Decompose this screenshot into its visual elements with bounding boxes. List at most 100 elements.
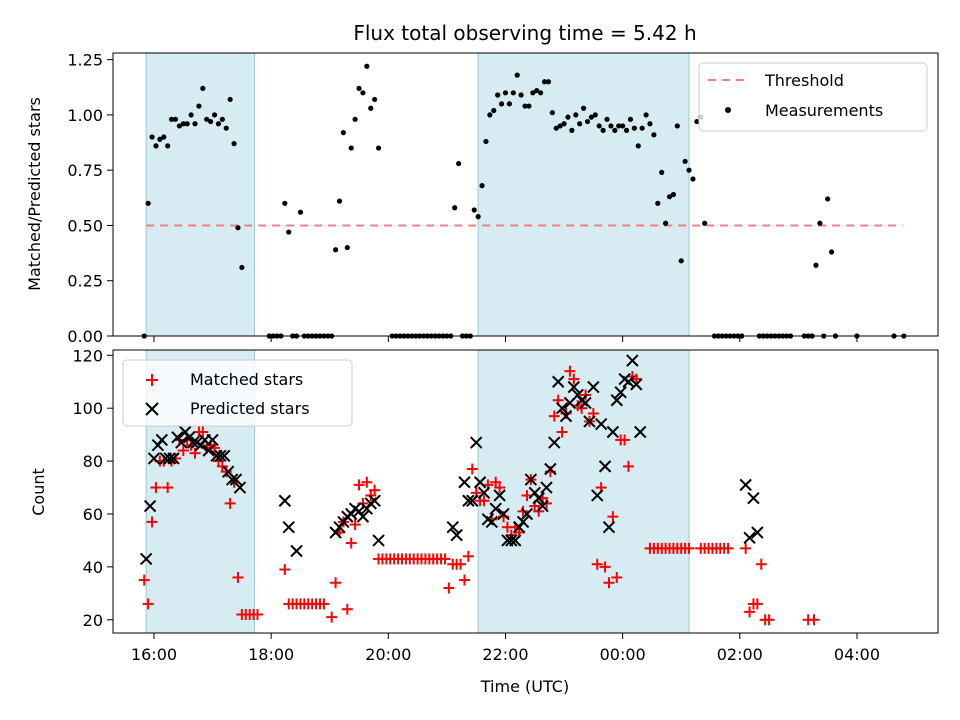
matched-star-point	[740, 542, 752, 554]
predicted-star-point	[524, 473, 538, 486]
measurement-point	[165, 143, 171, 149]
predicted-star-point	[497, 507, 510, 521]
measurement-point	[344, 244, 350, 251]
bottom-y-axis-label: Count	[29, 468, 48, 516]
x-tick-label: 00:00	[600, 645, 646, 664]
measurement-point	[184, 121, 190, 127]
predicted-star-point	[747, 491, 760, 505]
matched-star-point	[722, 542, 734, 554]
matched-star-point	[369, 484, 381, 496]
measurement-point	[643, 112, 649, 118]
matched-star-point	[556, 426, 568, 438]
measurement-point	[666, 194, 673, 200]
measurement-point	[168, 116, 175, 122]
measurement-point	[627, 116, 634, 122]
measurement-point	[372, 96, 378, 103]
legend-predicted-label: Predicted stars	[190, 399, 310, 418]
predicted-star-point	[536, 499, 549, 513]
matched-star-point	[439, 553, 451, 565]
measurement-point	[553, 125, 559, 131]
matched-star-point	[564, 365, 576, 377]
bottom-x-ticks: 16:00 18:00 20:00 22:00 00:00 02:00 04:00	[131, 633, 880, 664]
measurement-point	[153, 143, 159, 149]
bottom-legend: Matched stars Predicted stars	[122, 359, 353, 427]
matched-star-point	[162, 482, 174, 494]
predicted-star-point	[462, 494, 475, 507]
matched-star-point	[458, 574, 470, 586]
predicted-star-point	[587, 380, 600, 394]
matched-star-point	[150, 482, 162, 494]
measurement-point	[235, 225, 241, 231]
predicted-star-point	[591, 489, 604, 502]
x-tick-label: 20:00	[365, 645, 411, 664]
bottom-axes-frame	[112, 349, 939, 634]
matched-star-point	[345, 537, 357, 549]
legend-matched-label: Matched stars	[190, 370, 303, 389]
measurement-point	[336, 198, 343, 204]
predicted-star-point	[206, 433, 219, 447]
y-tick-label: 0.25	[67, 272, 103, 291]
predicted-star-point	[489, 502, 502, 515]
measurement-point	[172, 116, 179, 122]
matched-star-point	[349, 519, 361, 531]
measurement-point	[674, 123, 680, 129]
predicted-star-point	[493, 489, 506, 502]
x-tick-label: 18:00	[248, 645, 294, 664]
measurement-point	[828, 249, 835, 255]
matched-star-point	[443, 582, 455, 594]
measurement-point	[364, 63, 370, 69]
measurement-point	[608, 123, 614, 129]
measurement-point	[655, 200, 661, 206]
y-tick-label: 100	[72, 399, 103, 418]
measurement-point	[502, 90, 509, 96]
measurement-point	[651, 132, 657, 138]
measurement-point	[282, 200, 288, 206]
measurement-point	[495, 92, 501, 98]
legend-matched-swatch	[146, 374, 158, 386]
predicted-star-point	[473, 476, 487, 489]
predicted-star-point	[630, 378, 643, 391]
predicted-star-point	[559, 409, 573, 423]
predicted-star-point	[626, 354, 639, 367]
matched-star-point	[455, 558, 467, 570]
measurement-point	[510, 90, 516, 96]
bottom-panel: 20 40 60 80 100 120 16:00 18:00 20:00 22:00 00:00…	[29, 346, 939, 696]
predicted-star-point	[175, 436, 188, 449]
y-tick-label: 80	[83, 452, 103, 471]
measurement-point	[813, 262, 819, 268]
matched-star-point	[478, 495, 490, 507]
measurement-point	[333, 247, 339, 253]
top-y-ticks: 0.00 0.25 0.50 0.75 1.00 1.25	[67, 51, 113, 346]
matched-star-point	[189, 447, 201, 459]
measurement-point	[352, 116, 358, 122]
matched-star-point	[251, 608, 263, 620]
matched-star-point	[611, 571, 623, 583]
measurement-point	[192, 121, 198, 127]
top-legend: Threshold Measurements	[698, 62, 928, 132]
measurement-point	[145, 200, 151, 206]
matched-star-point	[318, 598, 330, 610]
y-tick-label: 1.00	[67, 106, 103, 125]
matched-star-point	[755, 558, 767, 570]
matched-star-point	[521, 489, 533, 501]
measurement-point	[659, 169, 665, 175]
measurement-point	[702, 220, 708, 226]
shaded-region-2	[477, 52, 690, 337]
predicted-star-point	[594, 417, 608, 431]
y-tick-label: 0.00	[67, 327, 103, 346]
predicted-star-point	[139, 552, 153, 566]
measurement-point	[196, 103, 202, 109]
measurement-point	[600, 127, 606, 133]
x-tick-label: 16:00	[131, 645, 177, 664]
matched-star-point	[341, 603, 353, 615]
matched-star-point	[138, 574, 150, 586]
predicted-star-point	[509, 534, 522, 547]
matched-star-point	[751, 598, 763, 610]
measurement-point	[557, 123, 563, 129]
measurement-point	[188, 112, 194, 118]
measurement-point	[514, 72, 520, 78]
matched-star-point	[279, 564, 291, 576]
predicted-star-point	[751, 526, 764, 539]
measurement-point	[580, 105, 587, 111]
